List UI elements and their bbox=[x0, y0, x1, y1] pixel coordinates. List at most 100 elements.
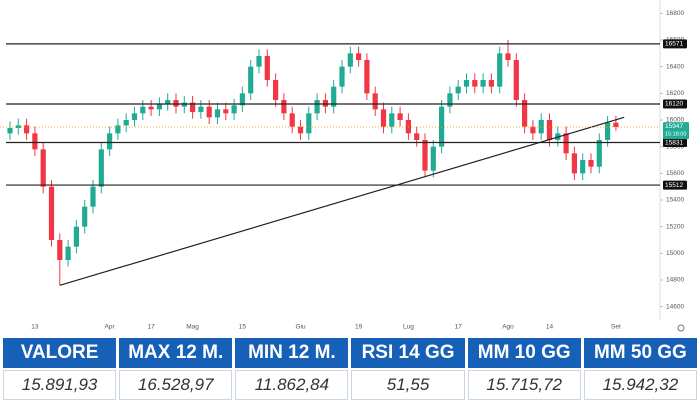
candle-body bbox=[107, 133, 113, 150]
candle-body bbox=[472, 80, 478, 87]
trendline bbox=[59, 116, 625, 286]
level-label: 16120 bbox=[665, 101, 683, 108]
candle-body bbox=[430, 146, 436, 171]
candle-body bbox=[82, 206, 88, 227]
candle-body bbox=[339, 66, 345, 87]
candle-body bbox=[414, 133, 420, 140]
price-tag bbox=[663, 122, 689, 140]
candle-body bbox=[198, 106, 204, 112]
x-tick-label: Giu bbox=[295, 324, 306, 331]
value-cell: 15.891,93 bbox=[3, 370, 117, 400]
x-tick-label: 19 bbox=[355, 324, 363, 331]
candle-body bbox=[505, 53, 511, 60]
value-cell: 15.715,72 bbox=[467, 370, 581, 400]
candle-body bbox=[231, 105, 237, 114]
candle-body bbox=[497, 53, 503, 87]
candle-body bbox=[331, 86, 337, 107]
candle-body bbox=[98, 149, 104, 187]
candle-body bbox=[306, 113, 312, 134]
x-tick-label: Mag bbox=[186, 324, 199, 331]
candle-body bbox=[605, 122, 611, 140]
price-time: 15:18:00 bbox=[665, 132, 686, 138]
stats-table: VALORE MAX 12 M. MIN 12 M. RSI 14 GG MM 10 G… bbox=[0, 336, 700, 402]
candle-body bbox=[522, 100, 528, 127]
settings-icon[interactable] bbox=[677, 324, 685, 332]
y-tick-label: 16000 bbox=[666, 117, 684, 124]
candle-body bbox=[397, 113, 403, 120]
header-cell: MM 50 GG bbox=[583, 338, 697, 368]
y-tick-label: 16800 bbox=[666, 10, 684, 17]
level-label: 15512 bbox=[665, 182, 683, 189]
candle-body bbox=[538, 120, 544, 134]
candle-body bbox=[588, 160, 594, 167]
value-cell: 51,55 bbox=[351, 370, 465, 400]
candle-body bbox=[165, 100, 171, 104]
candle-body bbox=[580, 160, 586, 174]
x-tick-label: 15 bbox=[239, 324, 247, 331]
x-tick-label: Set bbox=[611, 324, 621, 331]
value-row: 15.891,93 16.528,97 11.862,84 51,55 15.715,7… bbox=[3, 370, 697, 400]
header-row: VALORE MAX 12 M. MIN 12 M. RSI 14 GG MM 10 G… bbox=[3, 338, 697, 368]
candle-body bbox=[223, 109, 229, 114]
candle-body bbox=[190, 102, 196, 112]
level-label: 16571 bbox=[665, 41, 683, 48]
x-tick-label: 17 bbox=[455, 324, 463, 331]
candle-body bbox=[613, 122, 619, 128]
x-tick-label: Ago bbox=[502, 324, 514, 331]
candle-body bbox=[273, 80, 279, 100]
candle-body bbox=[264, 56, 270, 80]
candle-body bbox=[248, 66, 254, 94]
y-tick-label: 15000 bbox=[666, 250, 684, 257]
candle-body bbox=[131, 113, 138, 120]
candle-body bbox=[239, 93, 245, 106]
level-tag bbox=[663, 99, 687, 109]
candle-body bbox=[40, 149, 46, 187]
candle-body bbox=[7, 128, 13, 134]
candle-body bbox=[596, 140, 602, 167]
candle-body bbox=[148, 106, 154, 110]
candle-body bbox=[347, 53, 353, 67]
y-tick-label: 16400 bbox=[666, 63, 684, 70]
candle-body bbox=[563, 133, 569, 154]
candle-body bbox=[123, 120, 129, 126]
candle-body bbox=[65, 246, 71, 260]
candle-body bbox=[289, 113, 295, 127]
candle-body bbox=[314, 100, 320, 114]
candle-body bbox=[32, 133, 38, 150]
candle-body bbox=[356, 53, 362, 60]
y-tick-label: 14600 bbox=[666, 303, 684, 310]
candle-body bbox=[57, 240, 63, 260]
header-cell: MAX 12 M. bbox=[119, 338, 233, 368]
candle-body bbox=[447, 93, 453, 107]
header-cell: MIN 12 M. bbox=[235, 338, 349, 368]
header-cell: MM 10 GG bbox=[467, 338, 581, 368]
candle-body bbox=[156, 104, 162, 110]
candle-body bbox=[389, 113, 395, 127]
y-tick-label: 15400 bbox=[666, 197, 684, 204]
y-tick-label: 16200 bbox=[666, 90, 684, 97]
x-tick-label: 13 bbox=[31, 324, 39, 331]
candle-body bbox=[140, 106, 146, 114]
plot-area bbox=[0, 0, 660, 320]
candle-body bbox=[322, 100, 328, 107]
candle-body bbox=[364, 60, 370, 94]
candle-body bbox=[24, 125, 30, 134]
candle-body bbox=[571, 153, 577, 174]
candle-body bbox=[256, 56, 262, 67]
level-tag bbox=[663, 180, 687, 190]
candle-body bbox=[281, 100, 287, 114]
x-tick-label: 17 bbox=[147, 324, 155, 331]
candle-body bbox=[546, 120, 553, 140]
level-label: 15831 bbox=[665, 139, 683, 146]
chart: 1460014800150001520015400156001580016000… bbox=[0, 0, 689, 332]
candle-body bbox=[206, 106, 212, 118]
value-cell: 16.528,97 bbox=[119, 370, 233, 400]
header-cell: VALORE bbox=[3, 338, 117, 368]
candle-body bbox=[480, 80, 486, 87]
y-tick-label: 15600 bbox=[666, 170, 684, 177]
x-tick-label: 14 bbox=[546, 324, 554, 331]
candle-body bbox=[513, 60, 519, 100]
candle-body bbox=[181, 102, 187, 107]
candle-body bbox=[422, 140, 428, 171]
level-tag bbox=[663, 39, 687, 49]
